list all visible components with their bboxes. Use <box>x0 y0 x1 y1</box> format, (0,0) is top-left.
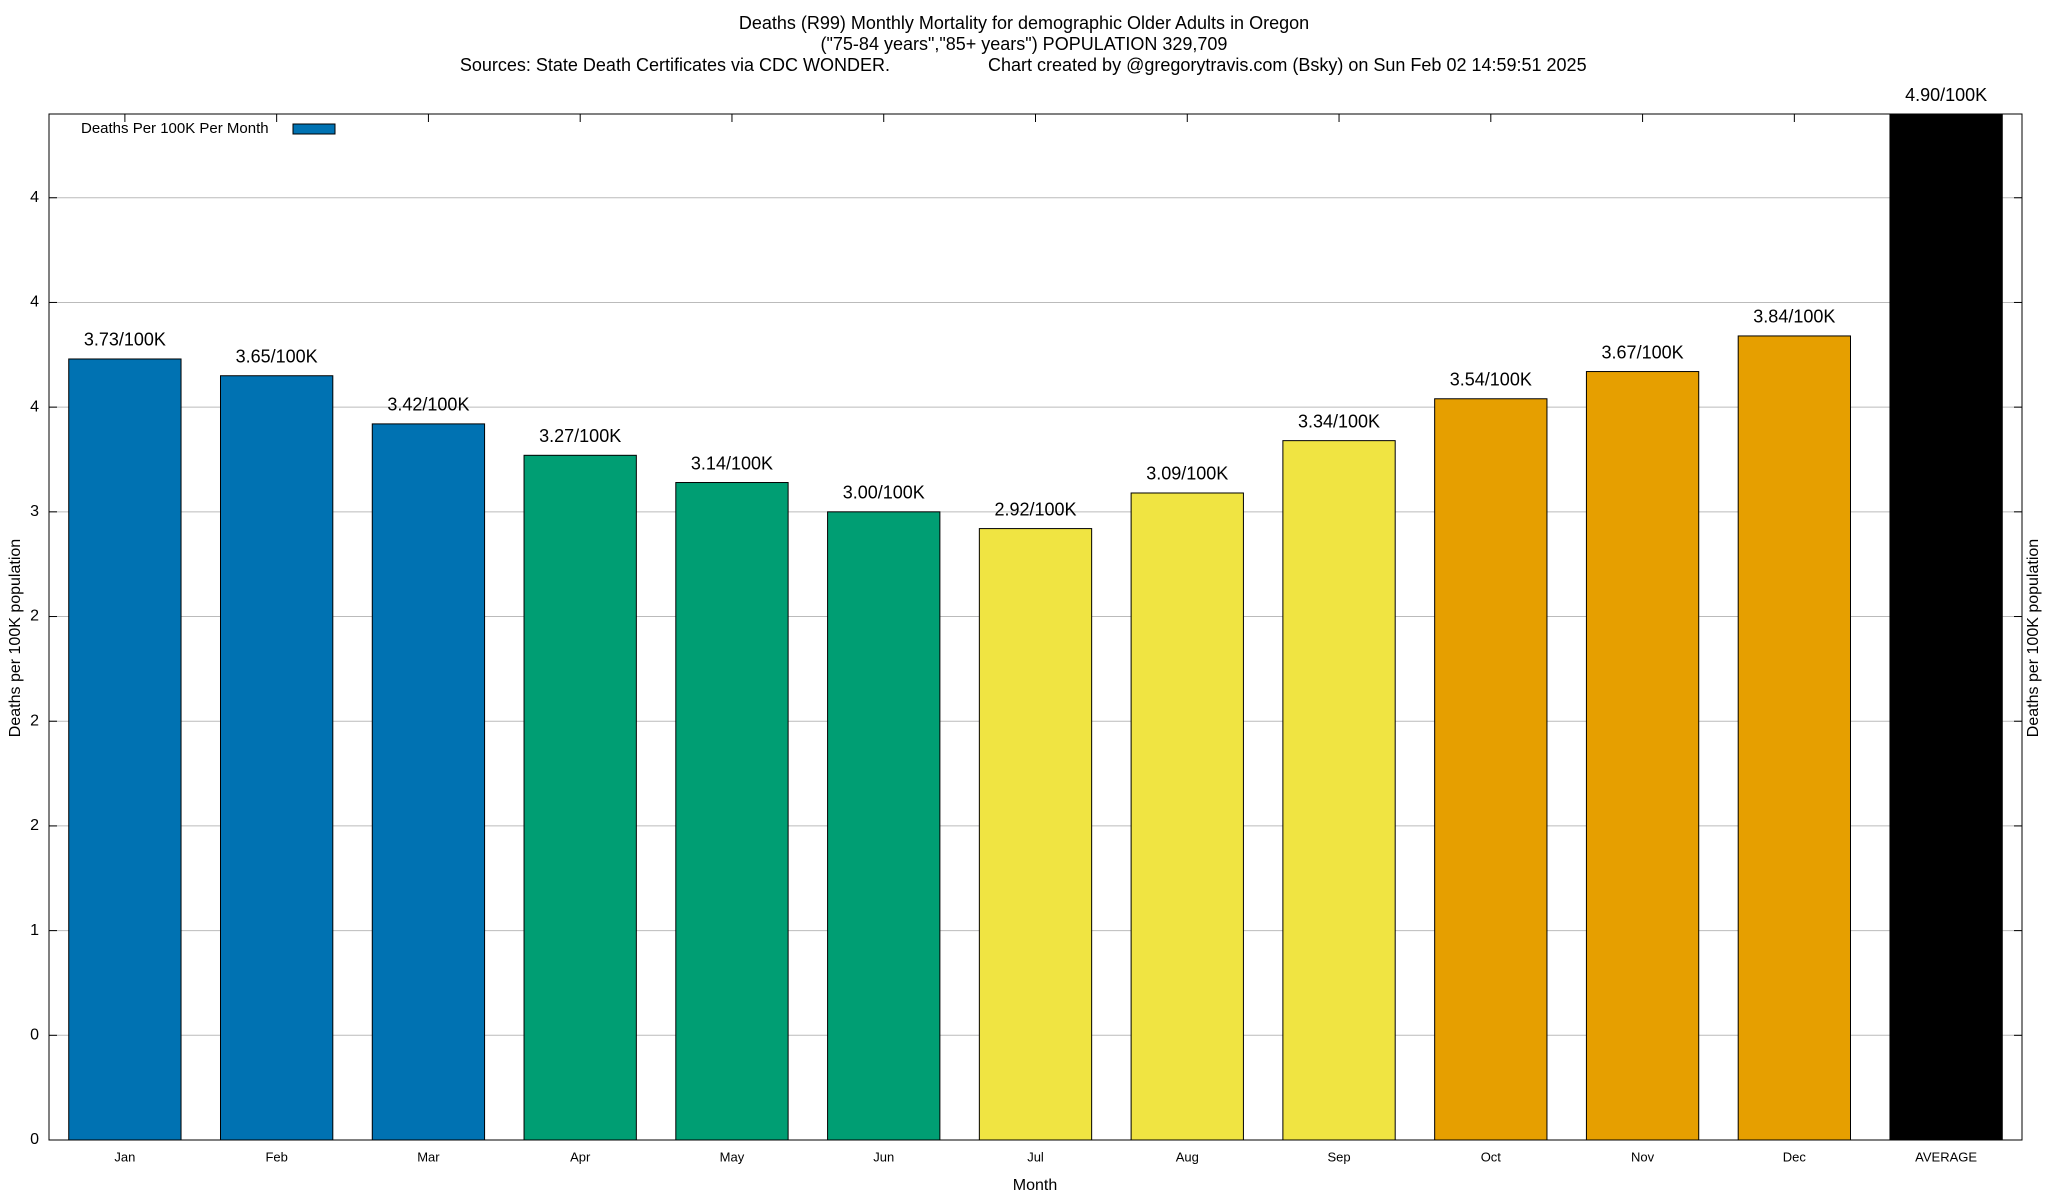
x-tick-label: Sep <box>1327 1149 1350 1164</box>
bar <box>68 358 182 1141</box>
source: Sources: State Death Certificates via CD… <box>460 55 890 75</box>
bar <box>827 511 941 1141</box>
x-tick-label: Nov <box>1631 1149 1655 1164</box>
x-tick-label: Feb <box>265 1149 287 1164</box>
bar <box>675 482 789 1141</box>
value-label: 3.73/100K <box>84 330 166 350</box>
chart-title: Deaths (R99) Monthly Mortality for demog… <box>739 13 1309 33</box>
bar <box>523 454 637 1141</box>
chart-subtitle: ("75-84 years","85+ years") POPULATION 3… <box>821 34 1228 54</box>
value-label: 3.14/100K <box>691 453 773 473</box>
bar <box>371 423 486 1141</box>
y2-axis-label: Deaths per 100K population <box>2025 539 2042 737</box>
x-tick-label: Apr <box>570 1149 591 1164</box>
x-tick-label: Jul <box>1027 1149 1044 1164</box>
bar <box>1585 371 1700 1141</box>
bar <box>1434 398 1548 1141</box>
x-tick-label: Jun <box>873 1149 894 1164</box>
x-tick-label: Mar <box>417 1149 440 1164</box>
bar <box>1130 492 1244 1141</box>
legend-swatch <box>292 123 336 135</box>
bar <box>1282 440 1396 1141</box>
value-label: 3.42/100K <box>387 395 469 415</box>
y-tick-label: 0 <box>30 1027 39 1044</box>
x-tick-label: Aug <box>1176 1149 1199 1164</box>
bar <box>1889 113 2003 1141</box>
legend-label: Deaths Per 100K Per Month <box>81 120 269 137</box>
value-label: 3.27/100K <box>539 426 621 446</box>
plot-frame <box>48 113 2023 1141</box>
x-tick-label: May <box>720 1149 745 1164</box>
value-label: 3.67/100K <box>1602 342 1684 362</box>
x-tick-label: Jan <box>114 1149 135 1164</box>
y-tick-label: 2 <box>30 817 39 834</box>
x-tick-label: AVERAGE <box>1915 1149 1977 1164</box>
y-tick-label: 2 <box>30 608 39 625</box>
value-label: 3.84/100K <box>1753 307 1835 327</box>
x-axis-label: Month <box>1013 1177 1057 1194</box>
credit: Chart created by @gregorytravis.com (Bsk… <box>988 55 1587 75</box>
y-axis-label: Deaths per 100K population <box>7 539 24 737</box>
y-tick-label: 1 <box>30 922 39 939</box>
y-tick-label: 2 <box>30 712 39 729</box>
value-label: 3.54/100K <box>1450 370 1532 390</box>
value-label: 3.00/100K <box>843 483 925 503</box>
y-tick-label: 0 <box>30 1131 39 1148</box>
bar <box>978 528 1093 1141</box>
y-tick-label: 4 <box>30 189 39 206</box>
value-label: 2.92/100K <box>994 499 1076 519</box>
y-tick-label: 4 <box>30 294 39 311</box>
bar <box>219 375 334 1141</box>
value-label: 3.65/100K <box>236 346 318 366</box>
bar <box>1737 335 1852 1141</box>
x-tick-label: Oct <box>1481 1149 1502 1164</box>
y-tick-label: 3 <box>30 503 39 520</box>
value-label: 3.09/100K <box>1146 464 1228 484</box>
value-label: 3.34/100K <box>1298 411 1380 431</box>
y-tick-label: 4 <box>30 398 39 415</box>
x-tick-label: Dec <box>1783 1149 1807 1164</box>
value-label: 4.90/100K <box>1905 85 1987 105</box>
